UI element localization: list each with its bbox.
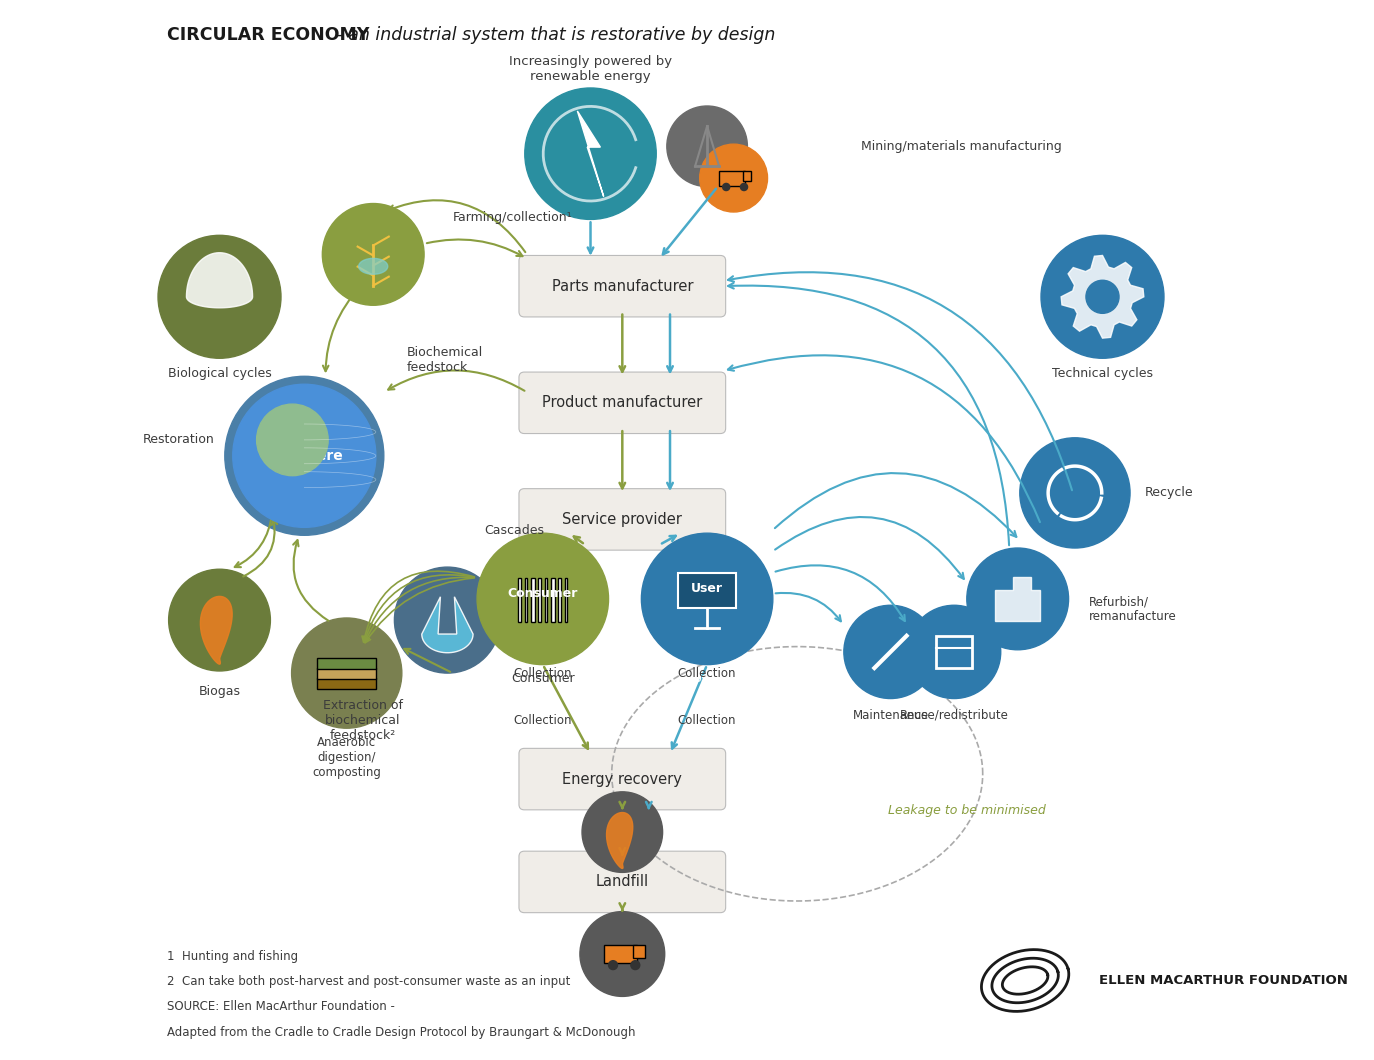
FancyBboxPatch shape bbox=[519, 489, 725, 550]
Circle shape bbox=[1041, 235, 1164, 358]
Text: Mining/materials manufacturing: Mining/materials manufacturing bbox=[861, 140, 1062, 153]
Text: Increasingly powered by
renewable energy: Increasingly powered by renewable energy bbox=[508, 55, 672, 83]
FancyBboxPatch shape bbox=[565, 579, 567, 622]
Text: Refurbish/
remanufacture: Refurbish/ remanufacture bbox=[1088, 596, 1176, 623]
Text: Collection: Collection bbox=[677, 714, 736, 727]
Text: Cascades: Cascades bbox=[485, 524, 544, 536]
FancyBboxPatch shape bbox=[532, 579, 534, 622]
Text: Collection: Collection bbox=[677, 667, 736, 679]
Circle shape bbox=[580, 912, 665, 996]
FancyBboxPatch shape bbox=[603, 944, 638, 964]
Text: Landfill: Landfill bbox=[596, 874, 649, 889]
FancyBboxPatch shape bbox=[537, 579, 541, 622]
Circle shape bbox=[609, 960, 617, 970]
FancyBboxPatch shape bbox=[633, 944, 644, 958]
Text: User: User bbox=[692, 672, 721, 685]
Circle shape bbox=[642, 533, 772, 665]
Text: User: User bbox=[691, 582, 723, 595]
Text: Leakage to be minimised: Leakage to be minimised bbox=[888, 805, 1046, 817]
Text: Collection: Collection bbox=[514, 667, 572, 679]
Polygon shape bbox=[359, 259, 387, 275]
Text: 2  Can take both post-harvest and post-consumer waste as an input: 2 Can take both post-harvest and post-co… bbox=[166, 975, 570, 988]
FancyBboxPatch shape bbox=[558, 579, 561, 622]
FancyBboxPatch shape bbox=[317, 658, 376, 669]
Circle shape bbox=[525, 88, 657, 219]
FancyBboxPatch shape bbox=[518, 579, 521, 622]
Text: Energy recovery: Energy recovery bbox=[562, 772, 683, 787]
Polygon shape bbox=[677, 572, 736, 607]
FancyBboxPatch shape bbox=[719, 171, 746, 185]
Circle shape bbox=[907, 605, 1000, 699]
Circle shape bbox=[225, 376, 383, 535]
Circle shape bbox=[1085, 280, 1118, 314]
Text: Recycle: Recycle bbox=[1145, 487, 1194, 499]
Text: Biological cycles: Biological cycles bbox=[168, 367, 272, 379]
Text: Consumer: Consumer bbox=[507, 587, 578, 600]
FancyBboxPatch shape bbox=[551, 579, 555, 622]
Text: Biochemical
feedstock: Biochemical feedstock bbox=[407, 347, 484, 374]
Text: Biogas: Biogas bbox=[198, 685, 240, 697]
Text: - an industrial system that is restorative by design: - an industrial system that is restorati… bbox=[331, 26, 775, 45]
Circle shape bbox=[631, 960, 640, 970]
Text: Collection: Collection bbox=[514, 714, 572, 727]
FancyBboxPatch shape bbox=[317, 678, 376, 689]
Text: Service provider: Service provider bbox=[562, 512, 683, 527]
Text: Biosphere: Biosphere bbox=[265, 448, 344, 463]
Polygon shape bbox=[422, 597, 473, 653]
Circle shape bbox=[666, 106, 747, 187]
Polygon shape bbox=[1061, 255, 1143, 338]
Circle shape bbox=[394, 567, 500, 673]
Polygon shape bbox=[606, 813, 633, 868]
Circle shape bbox=[741, 183, 747, 191]
Circle shape bbox=[169, 569, 271, 671]
Circle shape bbox=[232, 385, 376, 528]
Text: Farming/collection¹: Farming/collection¹ bbox=[452, 211, 573, 224]
Polygon shape bbox=[995, 577, 1040, 621]
Circle shape bbox=[291, 618, 401, 728]
FancyBboxPatch shape bbox=[317, 668, 376, 679]
Polygon shape bbox=[201, 597, 232, 665]
Text: Technical cycles: Technical cycles bbox=[1052, 367, 1153, 379]
Circle shape bbox=[323, 204, 425, 305]
Text: CIRCULAR ECONOMY: CIRCULAR ECONOMY bbox=[166, 26, 368, 45]
Circle shape bbox=[257, 404, 328, 476]
Circle shape bbox=[1020, 438, 1129, 548]
Text: Adapted from the Cradle to Cradle Design Protocol by Braungart & McDonough: Adapted from the Cradle to Cradle Design… bbox=[166, 1026, 635, 1039]
FancyBboxPatch shape bbox=[742, 171, 752, 181]
Text: Parts manufacturer: Parts manufacturer bbox=[551, 279, 692, 294]
FancyBboxPatch shape bbox=[525, 579, 528, 622]
Polygon shape bbox=[187, 252, 253, 307]
Text: ELLEN MACARTHUR FOUNDATION: ELLEN MACARTHUR FOUNDATION bbox=[1099, 974, 1348, 987]
Text: Consumer: Consumer bbox=[511, 672, 574, 685]
FancyBboxPatch shape bbox=[519, 748, 725, 810]
Circle shape bbox=[158, 235, 282, 358]
Text: SOURCE: Ellen MacArthur Foundation -: SOURCE: Ellen MacArthur Foundation - bbox=[166, 1001, 394, 1013]
Text: 1  Hunting and fishing: 1 Hunting and fishing bbox=[166, 950, 298, 962]
Text: Restoration: Restoration bbox=[143, 434, 214, 446]
Circle shape bbox=[723, 183, 730, 191]
FancyBboxPatch shape bbox=[519, 372, 725, 434]
Text: Anaerobic
digestion/
composting: Anaerobic digestion/ composting bbox=[312, 737, 381, 779]
Circle shape bbox=[477, 533, 609, 665]
Text: Extraction of
biochemical
feedstock²: Extraction of biochemical feedstock² bbox=[323, 700, 403, 742]
Circle shape bbox=[699, 144, 768, 212]
FancyBboxPatch shape bbox=[519, 851, 725, 913]
Circle shape bbox=[967, 548, 1069, 650]
Circle shape bbox=[844, 605, 937, 699]
Circle shape bbox=[583, 792, 662, 872]
Text: Maintenance: Maintenance bbox=[852, 709, 929, 722]
FancyBboxPatch shape bbox=[519, 255, 725, 317]
Text: Reuse/redistribute: Reuse/redistribute bbox=[900, 709, 1009, 722]
Text: Product manufacturer: Product manufacturer bbox=[543, 395, 702, 410]
FancyBboxPatch shape bbox=[545, 579, 547, 622]
Polygon shape bbox=[577, 111, 603, 196]
